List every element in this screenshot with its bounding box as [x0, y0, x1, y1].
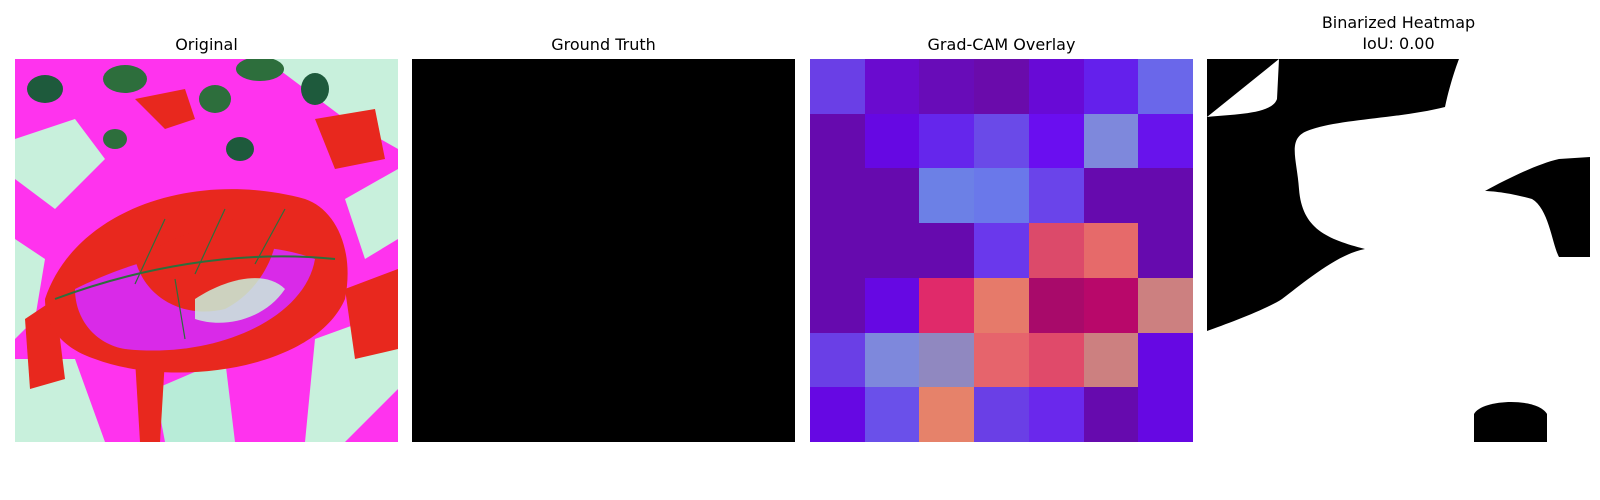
iou-score: IoU: 0.00 [1362, 34, 1435, 53]
ground-truth-title: Ground Truth [551, 35, 656, 54]
gradcam-cell [1138, 59, 1193, 114]
gradcam-cell [1083, 168, 1139, 224]
original-image [15, 59, 398, 442]
binarized-heatmap-title-line1: Binarized Heatmap [1321, 13, 1476, 32]
gradcam-cell [810, 387, 865, 442]
gradcam-cell [810, 59, 865, 114]
gradcam-cell [1028, 59, 1084, 114]
gradcam-cell [810, 332, 865, 388]
binarized-heatmap [1207, 59, 1590, 442]
gradcam-cell [919, 168, 975, 224]
gradcam-cell [810, 277, 865, 333]
gradcam-cell [1138, 223, 1193, 278]
gradcam-cell [919, 59, 975, 114]
gradcam-cell [1083, 332, 1139, 388]
gradcam-cell [1028, 387, 1084, 442]
gradcam-cell [974, 223, 1029, 278]
gradcam-cell [974, 387, 1029, 442]
gradcam-cell [1138, 277, 1193, 333]
gradcam-cell [1083, 113, 1139, 169]
original-title: Original [175, 35, 238, 54]
gradcam-cell [1028, 168, 1084, 224]
gradcam-cell [1028, 332, 1084, 388]
binarized-heatmap-graphic [1207, 59, 1590, 442]
gradcam-cell [864, 223, 920, 278]
gradcam-cell [1083, 277, 1139, 333]
gradcam-cell [864, 59, 920, 114]
gradcam-cell [919, 277, 975, 333]
heatmap-region-bottom [1474, 401, 1547, 442]
gradcam-cell [1083, 387, 1139, 442]
gradcam-cell [919, 223, 975, 278]
ground-truth-mask [412, 59, 795, 442]
gradcam-cell [974, 168, 1029, 224]
gradcam-cell [1138, 168, 1193, 224]
gradcam-cell [864, 113, 920, 169]
gradcam-cell [864, 277, 920, 333]
gradcam-cell [1138, 387, 1193, 442]
gradcam-cell [1138, 332, 1193, 388]
gradcam-cell [810, 168, 865, 224]
gradcam-cell [974, 113, 1029, 169]
gradcam-cell [1083, 223, 1139, 278]
gradcam-cell [1083, 59, 1139, 114]
gradcam-cell [1138, 113, 1193, 169]
gradcam-cell [1028, 223, 1084, 278]
original-image-graphic [15, 59, 398, 442]
gradcam-cell [810, 223, 865, 278]
gradcam-cell [864, 168, 920, 224]
gradcam-cell [919, 113, 975, 169]
gradcam-cell [974, 332, 1029, 388]
gradcam-cell [864, 387, 920, 442]
gradcam-cell [810, 113, 865, 169]
gradcam-overlay-title: Grad-CAM Overlay [927, 35, 1076, 54]
binarized-heatmap-title: Binarized Heatmap IoU: 0.00 [1207, 12, 1590, 54]
gradcam-cell [974, 59, 1029, 114]
gradcam-cell [1028, 113, 1084, 169]
gradcam-cell [919, 332, 975, 388]
gradcam-cell [864, 332, 920, 388]
heatmap-region-right [1485, 157, 1590, 257]
heatmap-region-left [1207, 59, 1459, 331]
gradcam-cell [1028, 277, 1084, 333]
gradcam-overlay [810, 59, 1193, 442]
gradcam-cell [919, 387, 975, 442]
gradcam-grid [810, 59, 1193, 442]
gradcam-cell [974, 277, 1029, 333]
